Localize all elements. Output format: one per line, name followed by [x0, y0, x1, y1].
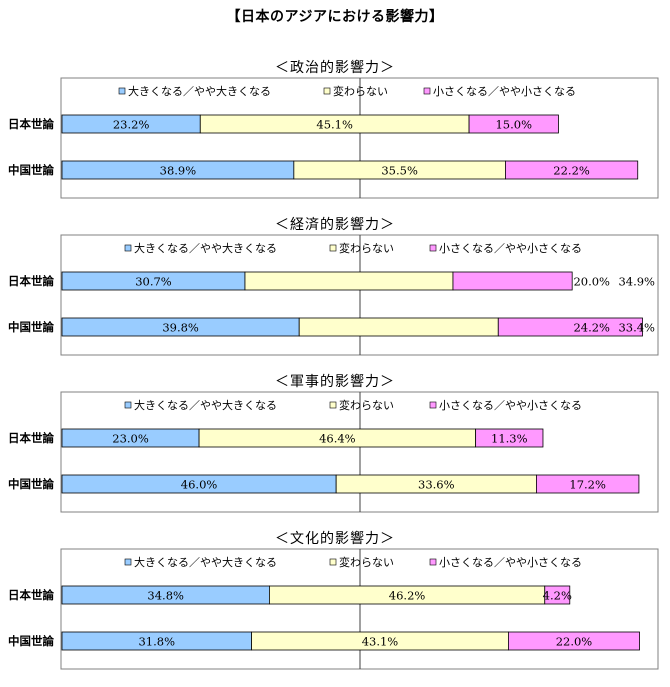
legend-entry: 変わらない: [339, 241, 394, 255]
row-label: 中国世論: [8, 320, 54, 334]
panel-title: ＜経済的影響力＞: [275, 217, 395, 233]
data-label: 23.0%: [112, 432, 149, 446]
legend-swatch: [124, 558, 132, 566]
data-label: 24.2%: [573, 321, 610, 335]
bar-segment: [536, 474, 640, 494]
legend-entry: 小さくなる／やや小さくなる: [439, 556, 582, 569]
data-label: 33.4%: [618, 321, 655, 335]
data-label: 35.5%: [381, 164, 418, 178]
legend-entry: 変わらない: [339, 398, 394, 412]
legend-swatch: [423, 87, 431, 95]
cultural-influence-panel: ＜文化的影響力＞ 大きくなる／やや大きくなる 変わらない 小さくなる／やや小さくなる…: [0, 528, 670, 678]
bar-segment: [497, 317, 643, 337]
panel-title: ＜政治的影響力＞: [275, 60, 395, 76]
legend-entry: 小さくなる／やや小さくなる: [439, 399, 582, 412]
row-label: 中国世論: [8, 477, 54, 491]
data-label: 15.0%: [495, 118, 532, 132]
legend-entry: 大きくなる／やや大きくなる: [134, 555, 277, 569]
row-label: 日本世論: [8, 588, 54, 602]
data-label: 23.2%: [113, 118, 150, 132]
bar-segment: [505, 160, 639, 180]
bar-segment: [508, 631, 640, 651]
data-label: 34.9%: [618, 275, 655, 289]
row-label: 中国世論: [8, 163, 54, 177]
legend-swatch: [323, 87, 331, 95]
legend-entry: 大きくなる／やや大きくなる: [134, 398, 277, 412]
data-label: 11.3%: [491, 432, 528, 446]
data-label: 34.8%: [147, 589, 184, 603]
bar-segment: [468, 114, 559, 134]
bar-segment: [298, 317, 499, 337]
legend-swatch: [429, 401, 437, 409]
data-label: 22.0%: [556, 635, 593, 649]
legend-swatch: [429, 244, 437, 252]
legend-entry: 変わらない: [339, 555, 394, 569]
legend-swatch: [118, 87, 126, 95]
legend-entry: 大きくなる／やや大きくなる: [134, 241, 277, 255]
military-influence-panel: ＜軍事的影響力＞ 大きくなる／やや大きくなる 変わらない 小さくなる／やや小さくなる…: [0, 371, 670, 521]
data-label: 39.8%: [162, 321, 199, 335]
data-label: 17.2%: [569, 478, 606, 492]
bar-segment: [475, 428, 544, 448]
data-label: 31.8%: [138, 635, 175, 649]
political-influence-panel: ＜政治的影響力＞ 大きくなる／やや大きくなる 変わらない 小さくなる／やや小さくなる…: [0, 57, 670, 207]
legend-swatch: [124, 244, 132, 252]
legend-swatch: [429, 558, 437, 566]
row-label: 日本世論: [8, 117, 54, 131]
legend-swatch: [124, 401, 132, 409]
data-label: 45.1%: [316, 118, 353, 132]
legend-entry: 小さくなる／やや小さくなる: [439, 242, 582, 255]
chart-main-title: 【日本のアジアにおける影響力】: [226, 9, 444, 25]
legend-entry: 大きくなる／やや大きくなる: [128, 84, 271, 98]
legend-swatch: [329, 244, 337, 252]
data-label: 46.2%: [389, 589, 426, 603]
data-label: 22.2%: [553, 164, 590, 178]
data-label: 4.2%: [543, 589, 572, 603]
data-label: 33.6%: [418, 478, 455, 492]
panel-title: ＜軍事的影響力＞: [275, 374, 395, 390]
data-label: 46.0%: [181, 478, 218, 492]
data-label: 30.7%: [135, 275, 172, 289]
panel-title: ＜文化的影響力＞: [275, 531, 395, 547]
economic-influence-panel: ＜経済的影響力＞ 大きくなる／やや大きくなる 変わらない 小さくなる／やや小さくなる…: [0, 214, 670, 364]
row-label: 日本世論: [8, 274, 54, 288]
data-label: 43.1%: [362, 635, 399, 649]
row-label: 日本世論: [8, 431, 54, 445]
data-label: 46.4%: [319, 432, 356, 446]
row-label: 中国世論: [8, 634, 54, 648]
data-label: 38.9%: [160, 164, 197, 178]
data-label: 20.0%: [573, 275, 610, 289]
bar-segment: [544, 585, 571, 605]
legend-swatch: [329, 558, 337, 566]
bar-segment: [452, 271, 573, 291]
legend-swatch: [329, 401, 337, 409]
bar-segment: [244, 271, 454, 291]
legend-entry: 小さくなる／やや小さくなる: [433, 85, 576, 98]
legend-entry: 変わらない: [333, 84, 388, 98]
